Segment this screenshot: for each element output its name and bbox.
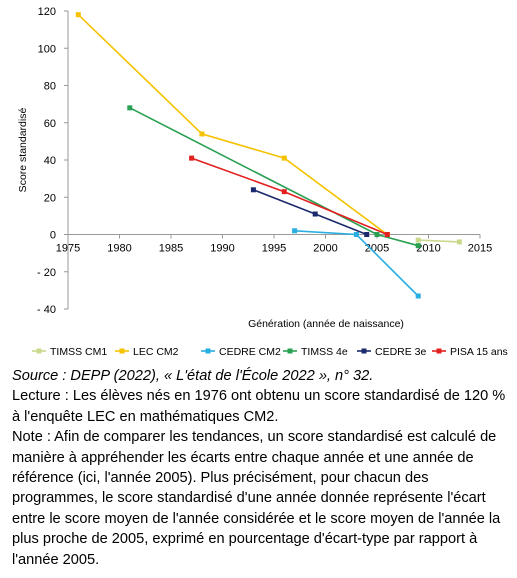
x-tick-label: 1975 [56, 243, 80, 255]
data-point [364, 232, 370, 237]
chart: - 40 - 20 0 20 40 60 80 100 120 1975 1980 1985 1990 1… [17, 6, 508, 358]
data-point [199, 131, 205, 137]
series-line [191, 157, 388, 236]
y-tick-label: 80 [44, 81, 56, 93]
data-point [384, 232, 390, 237]
series-timss-4e [127, 105, 421, 249]
legend-swatch-marker [36, 348, 42, 354]
series-pisa-15-ans [189, 155, 390, 237]
x-tick-label: 1985 [159, 243, 183, 255]
legend-swatch-marker [436, 348, 442, 354]
data-point [415, 243, 421, 249]
chart-notes: Source : DEPP (2022), « L'état de l'Écol… [12, 366, 512, 570]
data-point [456, 239, 462, 245]
x-tick-label: 2005 [365, 243, 389, 255]
legend-label: TIMSS CM1 [50, 346, 107, 358]
series-lec-cm2 [75, 12, 390, 237]
axes: - 40 - 20 0 20 40 60 80 100 120 1975 1980 1985 1990 1… [17, 6, 492, 330]
series-line [253, 189, 367, 236]
legend-swatch-marker [119, 348, 125, 354]
data-point [374, 232, 380, 237]
y-tick-label: - 40 [37, 304, 56, 316]
legend-label: CEDRE CM2 [219, 346, 281, 358]
legend-item: TIMSS CM1 [32, 346, 107, 358]
x-tick-label: 2010 [416, 243, 440, 255]
lecture-text: Lecture : Les élèves nés en 1976 ont obt… [12, 388, 506, 425]
data-point [127, 105, 133, 111]
legend-item: TIMSS 4e [283, 346, 348, 358]
y-tick-label: 40 [44, 155, 56, 167]
x-tick-label: 1990 [210, 243, 234, 255]
y-tick-label: 20 [44, 192, 56, 204]
data-point [75, 12, 81, 18]
series-cedre-3e [250, 187, 370, 237]
y-tick-label: - 20 [37, 267, 56, 279]
legend-item: LEC CM2 [115, 346, 179, 358]
y-axis-title: Score standardisé [17, 108, 29, 193]
series-line [77, 14, 388, 236]
data-point [292, 228, 298, 234]
legend-swatch-marker [205, 348, 211, 354]
note-text: Note : Afin de comparer les tendances, u… [12, 429, 501, 568]
data-point [250, 187, 256, 193]
x-tick-label: 2000 [313, 243, 337, 255]
legend: TIMSS CM1 LEC CM2 CEDRE CM2 TIMSS 4e CEDRE 3… [32, 346, 508, 358]
series-timss-cm1 [415, 237, 462, 245]
x-tick-label: 1980 [107, 243, 131, 255]
legend-label: TIMSS 4e [301, 346, 348, 358]
series-group [75, 12, 462, 299]
data-point [281, 155, 287, 161]
legend-label: LEC CM2 [133, 346, 179, 358]
x-tick-label: 2015 [468, 243, 492, 255]
x-axis-title: Génération (année de naissance) [248, 318, 404, 330]
y-tick-label: 120 [38, 6, 56, 18]
legend-swatch-marker [287, 348, 293, 354]
legend-item: CEDRE CM2 [201, 346, 281, 358]
data-point [353, 232, 359, 237]
data-point [312, 211, 318, 217]
data-point [189, 155, 195, 161]
y-tick-label: 100 [38, 43, 56, 55]
legend-swatch-marker [361, 348, 367, 354]
series-cedre-cm2 [292, 228, 421, 299]
data-point [281, 189, 287, 195]
legend-item: CEDRE 3e [357, 346, 427, 358]
legend-item: PISA 15 ans [432, 346, 508, 358]
y-tick-label: 0 [50, 230, 56, 242]
source-text: Source : DEPP (2022), « L'état de l'Écol… [12, 368, 374, 384]
series-line [418, 239, 460, 243]
x-tick-label: 1995 [262, 243, 286, 255]
legend-label: CEDRE 3e [375, 346, 427, 358]
data-point [415, 293, 421, 299]
data-point [415, 237, 421, 243]
legend-label: PISA 15 ans [450, 346, 508, 358]
y-tick-label: 60 [44, 118, 56, 130]
